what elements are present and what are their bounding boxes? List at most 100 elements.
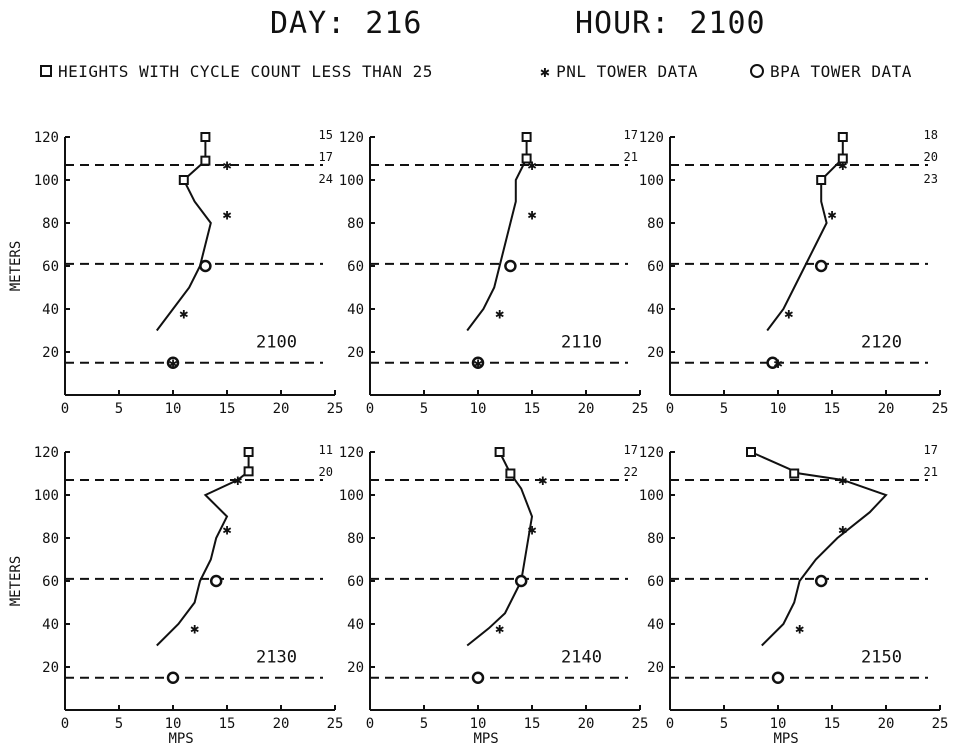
x-axis-label: MPS (473, 731, 498, 745)
legend-square-label: HEIGHTS WITH CYCLE COUNT LESS THAN 25 (58, 62, 433, 81)
y-tick-label: 120 (34, 130, 59, 146)
y-tick-label: 60 (347, 574, 364, 590)
x-tick-label: 5 (115, 716, 123, 732)
cycle-count-square (494, 447, 505, 457)
y-tick-label: 20 (347, 345, 364, 361)
x-tick-label: 25 (932, 716, 949, 732)
cycle-count-square (521, 132, 532, 142)
pnl-star: ✱ (222, 520, 231, 538)
x-tick-label: 25 (327, 401, 344, 417)
cycle-count-square (243, 466, 254, 477)
x-tick-label: 15 (524, 401, 541, 417)
pnl-star: ✱ (827, 205, 836, 223)
x-tick-label: 5 (720, 401, 728, 417)
x-tick-label: 10 (770, 716, 787, 732)
y-axis-label: METERS (8, 556, 24, 607)
y-tick-label: 100 (339, 173, 364, 189)
day-title: DAY: 216 (270, 6, 423, 41)
cycle-count-label: 17 (319, 150, 333, 164)
panel-2130: 0 5 10 15 20 25 20 40 60 80 100 120 ✱ ✱ ✱ 11 20 2130 METER… (8, 443, 343, 745)
bpa-circle (814, 574, 828, 588)
pnl-star: ✱ (527, 520, 536, 538)
cycle-count-label: 20 (319, 465, 333, 479)
cycle-count-label: 15 (319, 128, 333, 142)
x-tick-label: 15 (824, 401, 841, 417)
panel-time-label: 2150 (861, 648, 902, 668)
cycle-count-square (837, 153, 848, 164)
y-tick-label: 80 (647, 531, 664, 547)
y-tick-label: 80 (647, 216, 664, 232)
bpa-circle (471, 356, 485, 369)
wind-profile-line (766, 137, 844, 332)
header: DAY: 216 HOUR: 2100 HEIGHTS WITH CYCLE C… (0, 0, 961, 100)
bpa-circle (766, 356, 779, 369)
panel-2110: 0 5 10 15 20 25 20 40 60 80 100 120 ✱ ✱ ✱ ✱ 17 21 2110 (339, 128, 649, 417)
x-tick-label: 15 (824, 716, 841, 732)
cycle-count-label: 21 (924, 465, 938, 479)
y-tick-label: 80 (347, 531, 364, 547)
cycle-count-label: 20 (924, 150, 938, 164)
pnl-star: ✱ (222, 156, 231, 174)
x-tick-label: 0 (61, 716, 69, 732)
legend-square-entry: HEIGHTS WITH CYCLE COUNT LESS THAN 25 (40, 62, 433, 81)
cycle-count-label: 17 (624, 128, 638, 142)
panel-time-label: 2130 (256, 648, 297, 668)
y-tick-label: 120 (639, 130, 664, 146)
bpa-circle (166, 671, 180, 684)
pnl-star: ✱ (538, 471, 547, 489)
bpa-circle (199, 259, 212, 273)
y-tick-label: 60 (42, 259, 59, 275)
x-tick-label: 15 (524, 716, 541, 732)
legend-star-label: PNL TOWER DATA (556, 62, 698, 81)
panel-2120: 0 5 10 15 20 25 20 40 60 80 100 120 ✱ ✱ ✱ ✱ 18 20 23 2120 (639, 128, 949, 417)
star-marker-icon: ✱ (540, 62, 551, 81)
y-tick-label: 120 (639, 445, 664, 461)
pnl-star: ✱ (773, 354, 782, 372)
x-tick-label: 20 (273, 401, 290, 417)
hour-title: HOUR: 2100 (575, 6, 766, 41)
pnl-star: ✱ (838, 471, 847, 489)
x-tick-label: 20 (273, 716, 290, 732)
y-tick-label: 20 (647, 345, 664, 361)
pnl-star: ✱ (190, 619, 199, 637)
square-marker-icon (40, 65, 52, 77)
cycle-count-label: 17 (924, 443, 938, 457)
y-tick-label: 60 (647, 259, 664, 275)
legend-circle-entry: BPA TOWER DATA (750, 62, 912, 81)
panel-2150: 0 5 10 15 20 25 20 40 60 80 100 120 ✱ ✱ ✱ 17 21 2150 MPS (639, 443, 949, 745)
pnl-star: ✱ (222, 205, 231, 223)
pnl-star: ✱ (784, 304, 793, 322)
cycle-count-square (200, 132, 211, 142)
pnl-star: ✱ (527, 205, 536, 223)
pnl-star: ✱ (838, 520, 847, 538)
cycle-count-square (505, 468, 516, 479)
pnl-star: ✱ (495, 304, 504, 322)
bpa-circle (514, 574, 528, 588)
x-tick-label: 10 (470, 716, 487, 732)
wind-profile-line (466, 137, 528, 332)
cycle-count-square (816, 175, 827, 185)
x-tick-label: 0 (666, 716, 674, 732)
cycle-count-square (178, 175, 189, 185)
pnl-star: ✱ (473, 354, 482, 372)
x-tick-label: 5 (115, 401, 123, 417)
cycle-count-square (243, 447, 254, 457)
panel-2100: 0 5 10 15 20 25 20 40 60 80 100 120 ✱ ✱ ✱ ✱ 15 17 24 2100 ME… (8, 128, 343, 417)
panel-time-label: 2140 (561, 648, 602, 668)
x-tick-label: 20 (878, 716, 895, 732)
x-tick-label: 25 (632, 716, 649, 732)
y-tick-label: 20 (347, 660, 364, 676)
cycle-count-square (521, 153, 532, 164)
x-tick-label: 0 (61, 401, 69, 417)
cycle-count-label: 24 (319, 172, 333, 186)
legend-star-entry: ✱ PNL TOWER DATA (540, 62, 698, 81)
y-tick-label: 100 (339, 488, 364, 504)
x-tick-label: 5 (420, 716, 428, 732)
panel-2140: 0 5 10 15 20 25 20 40 60 80 100 120 ✱ ✱ ✱ 17 22 2140 MPS (339, 443, 649, 745)
y-tick-label: 40 (347, 617, 364, 633)
y-tick-label: 120 (34, 445, 59, 461)
panel-time-label: 2100 (256, 333, 297, 353)
x-axis-label: MPS (773, 731, 798, 745)
wind-profile-line (750, 451, 888, 647)
